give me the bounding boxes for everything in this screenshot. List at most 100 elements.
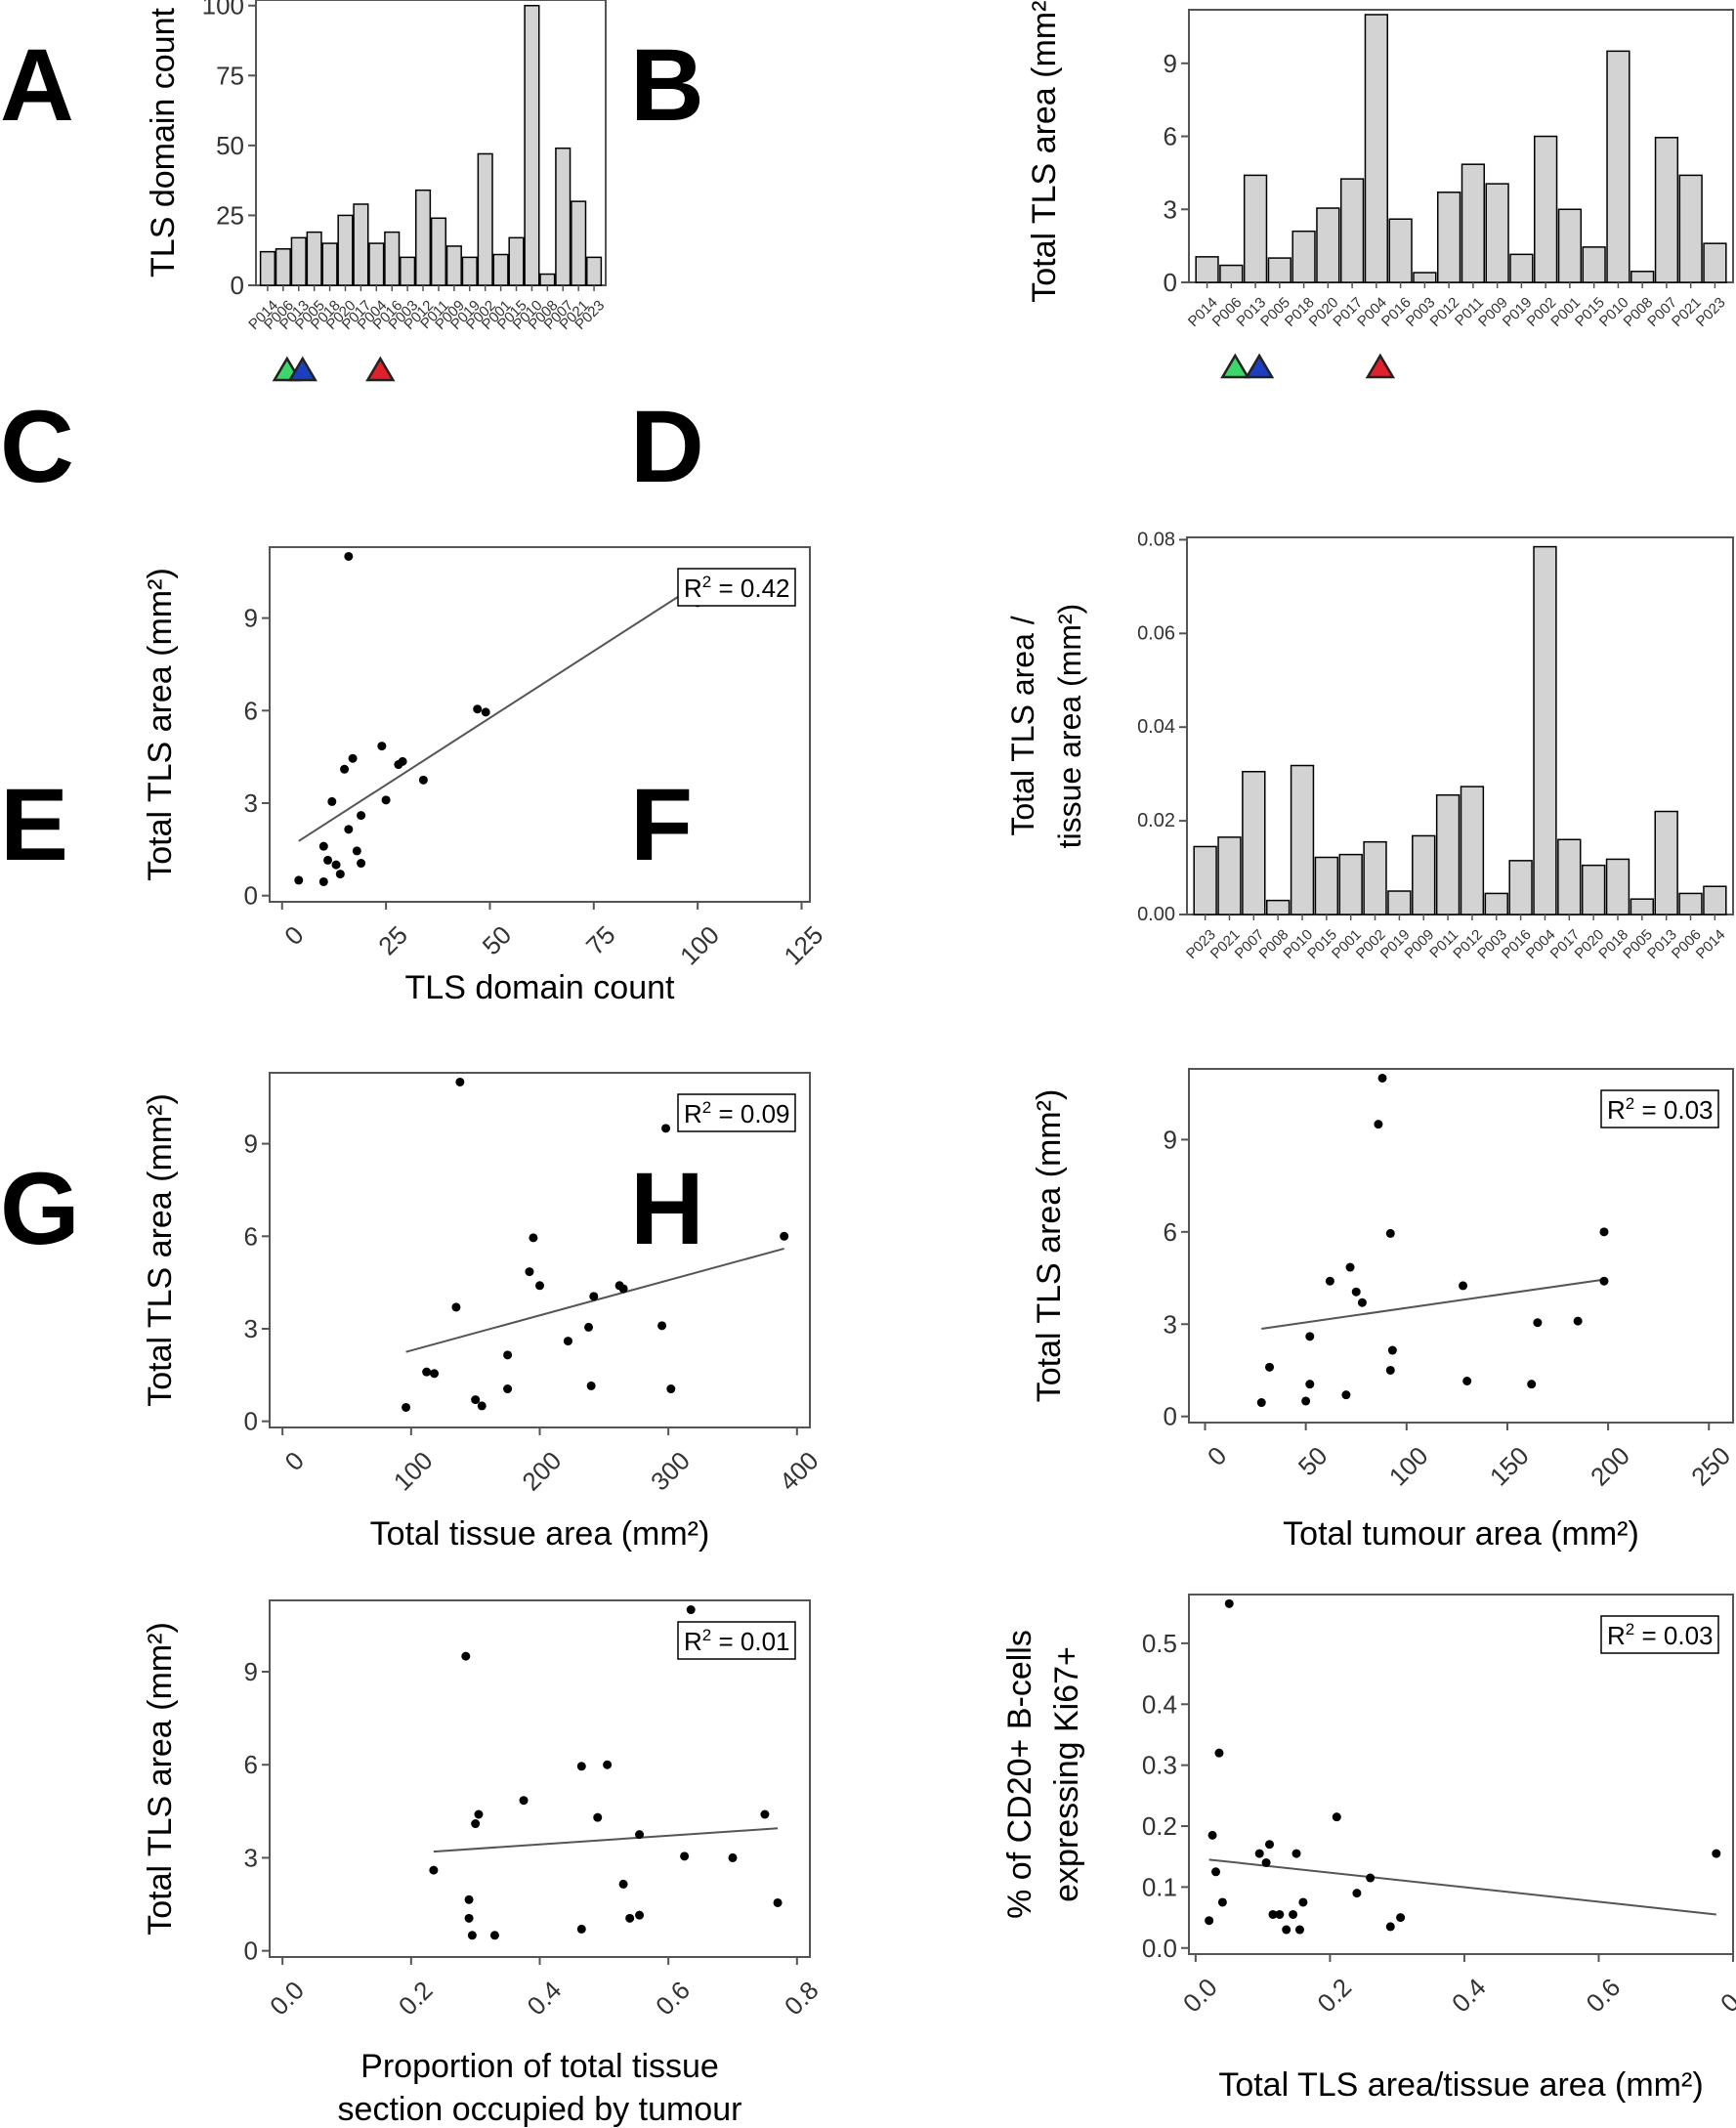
chart-g-xtick-label: 0.4: [522, 1976, 568, 2022]
chart-d-ytick-label: 0.06: [1137, 622, 1175, 644]
chart-a-bar: [539, 273, 556, 286]
chart-g-data-point: [461, 1651, 471, 1661]
chart-f-ylabel: Total TLS area (mm²): [1031, 1089, 1068, 1403]
chart-h-data-point: [1352, 1889, 1362, 1898]
chart-h-ytick-label: 0.0: [1142, 1934, 1177, 1963]
chart-b-bar: [1195, 256, 1219, 283]
chart-a-group: [248, 0, 607, 382]
chart-e-r2-box: [677, 1093, 796, 1132]
chart-a-bar: [524, 4, 540, 286]
chart-h-xtick-label: 0.6: [1581, 1973, 1627, 2019]
chart-f-data-point: [1573, 1316, 1583, 1326]
chart-e-data-point: [586, 1381, 596, 1390]
panel-letter-d: D: [630, 390, 704, 504]
chart-g-data-point: [680, 1851, 690, 1861]
chart-c-data-point: [381, 795, 391, 805]
chart-b-bar: [1339, 178, 1365, 283]
chart-h-data-point: [1207, 1830, 1217, 1840]
chart-g-data-point: [603, 1760, 613, 1769]
chart-a-bar: [508, 236, 525, 286]
chart-e-xtick-label: 300: [645, 1446, 696, 1497]
chart-f-group: R2 = 0.03: [1181, 1068, 1734, 1430]
chart-f-data-point: [1385, 1365, 1395, 1375]
chart-b-ytick-label: 0: [1164, 268, 1177, 297]
chart-g-r2-superscript: 2: [702, 1626, 711, 1644]
chart-e-xtick-label: 0: [279, 1446, 310, 1476]
chart-b-bar: [1388, 218, 1413, 283]
chart-e-data-point: [563, 1337, 572, 1346]
chart-h-ytick-label: 0.1: [1142, 1872, 1177, 1901]
chart-g-data-point: [467, 1931, 477, 1940]
chart-f-data-point: [1387, 1345, 1397, 1355]
chart-b-bar: [1534, 135, 1558, 283]
chart-a-ytick-label: 25: [216, 200, 244, 230]
chart-c-data-point: [318, 841, 328, 851]
chart-f-data-point: [1341, 1390, 1351, 1400]
chart-d-bar: [1387, 890, 1412, 915]
chart-d-group: [1179, 536, 1734, 920]
chart-c-ytick-label: 0: [244, 881, 258, 911]
chart-f-r2-superscript: 2: [1626, 1094, 1634, 1113]
chart-g-data-point: [464, 1913, 474, 1923]
chart-c-xtick-label: 50: [477, 920, 518, 961]
chart-g-data-point: [474, 1809, 484, 1819]
chart-a-bar: [445, 245, 462, 286]
chart-c-ytick-label: 3: [244, 788, 258, 818]
chart-h-group: R2 = 0.03: [1181, 1594, 1734, 1962]
chart-c-data-point: [473, 704, 483, 714]
chart-f-r2-r: R: [1607, 1095, 1626, 1125]
chart-d-bar: [1605, 858, 1630, 915]
chart-f-data-point: [1599, 1276, 1609, 1286]
chart-a-bar: [414, 189, 432, 286]
panel-letter-b: B: [630, 28, 704, 143]
chart-f-data-point: [1256, 1398, 1266, 1408]
chart-e-ytick-label: 6: [244, 1221, 258, 1251]
chart-e-data-point: [584, 1322, 594, 1332]
chart-a-bar: [430, 217, 447, 286]
chart-c-xtick-label: 100: [674, 920, 725, 971]
panel-letter-c: C: [0, 390, 74, 504]
chart-h-xtick-label: 0.8: [1715, 1973, 1736, 2019]
chart-h-data-point: [1289, 1909, 1298, 1919]
chart-h-data-point: [1385, 1922, 1395, 1932]
chart-a-bar: [259, 250, 276, 286]
chart-e-data-point: [657, 1321, 667, 1331]
chart-f-ytick-label: 0: [1164, 1402, 1177, 1431]
chart-f-data-point: [1325, 1276, 1334, 1286]
chart-f-r2-label: R2 = 0.03: [1607, 1094, 1713, 1125]
chart-c-plot-frame: [269, 546, 811, 903]
chart-g-r2-label: R2 = 0.01: [684, 1626, 789, 1656]
chart-d-bar: [1338, 853, 1363, 915]
chart-b-bar: [1461, 163, 1486, 283]
chart-a-bar: [290, 236, 307, 286]
panel-letter-g: G: [0, 1152, 80, 1266]
chart-d-ylabel-line1: Total TLS area /: [1005, 616, 1040, 835]
chart-d-bar: [1630, 898, 1655, 915]
chart-f-data-point: [1305, 1332, 1315, 1341]
chart-d-bar: [1557, 838, 1582, 915]
chart-d-bar: [1460, 786, 1485, 915]
chart-g-data-point: [429, 1865, 439, 1875]
panel-letter-a: A: [0, 28, 74, 143]
chart-a-bar: [477, 152, 493, 286]
chart-c-data-point: [357, 859, 366, 869]
chart-c-data-point: [344, 551, 354, 561]
chart-b-bar: [1413, 272, 1437, 283]
chart-g-ytick-label: 9: [244, 1657, 258, 1686]
chart-b-blue-triangle-marker: [1244, 353, 1275, 379]
chart-b-bar: [1509, 253, 1534, 283]
chart-g-xtick-label: 0.0: [264, 1976, 310, 2022]
chart-h-ytick-label: 0.2: [1142, 1811, 1177, 1841]
chart-c-group: R2 = 0.42: [262, 546, 811, 910]
chart-c-data-point: [344, 825, 354, 834]
chart-b-red-triangle-marker: [1365, 353, 1396, 379]
chart-a-ytick-label: 50: [216, 131, 244, 160]
chart-b-ytick-label: 9: [1164, 49, 1177, 78]
chart-b-green-triangle-marker: [1220, 353, 1250, 379]
chart-a-bar: [400, 256, 416, 286]
chart-c-xlabel: TLS domain count: [405, 969, 675, 1006]
chart-b-bar: [1654, 137, 1679, 283]
chart-b-bar: [1219, 264, 1244, 283]
chart-d-bar: [1363, 840, 1387, 915]
chart-g-data-point: [519, 1796, 529, 1806]
